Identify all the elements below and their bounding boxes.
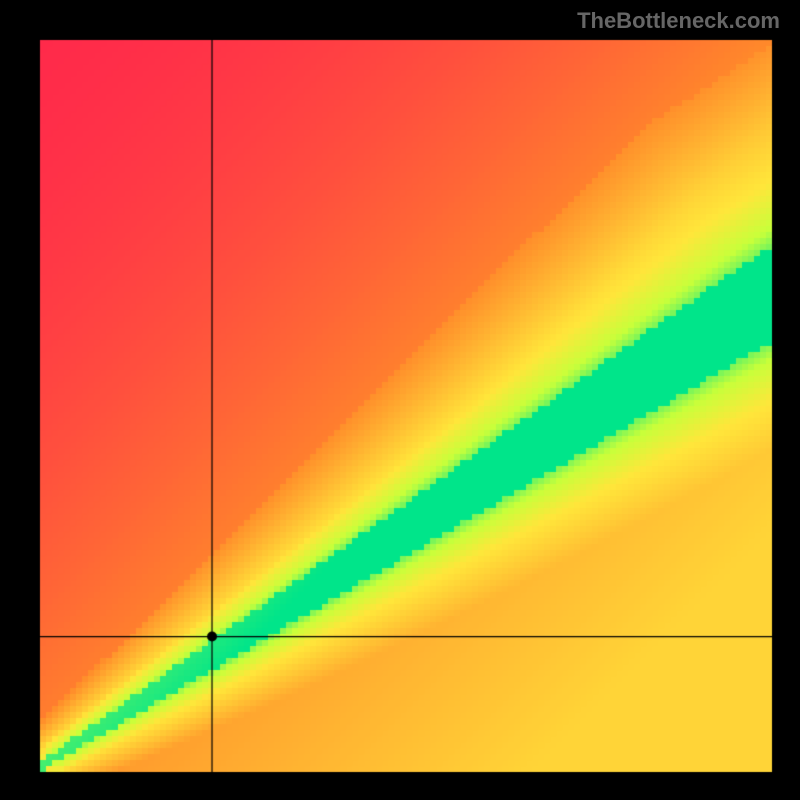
watermark-text: TheBottleneck.com [577, 8, 780, 34]
bottleneck-heatmap-canvas [0, 0, 800, 800]
chart-container: TheBottleneck.com [0, 0, 800, 800]
